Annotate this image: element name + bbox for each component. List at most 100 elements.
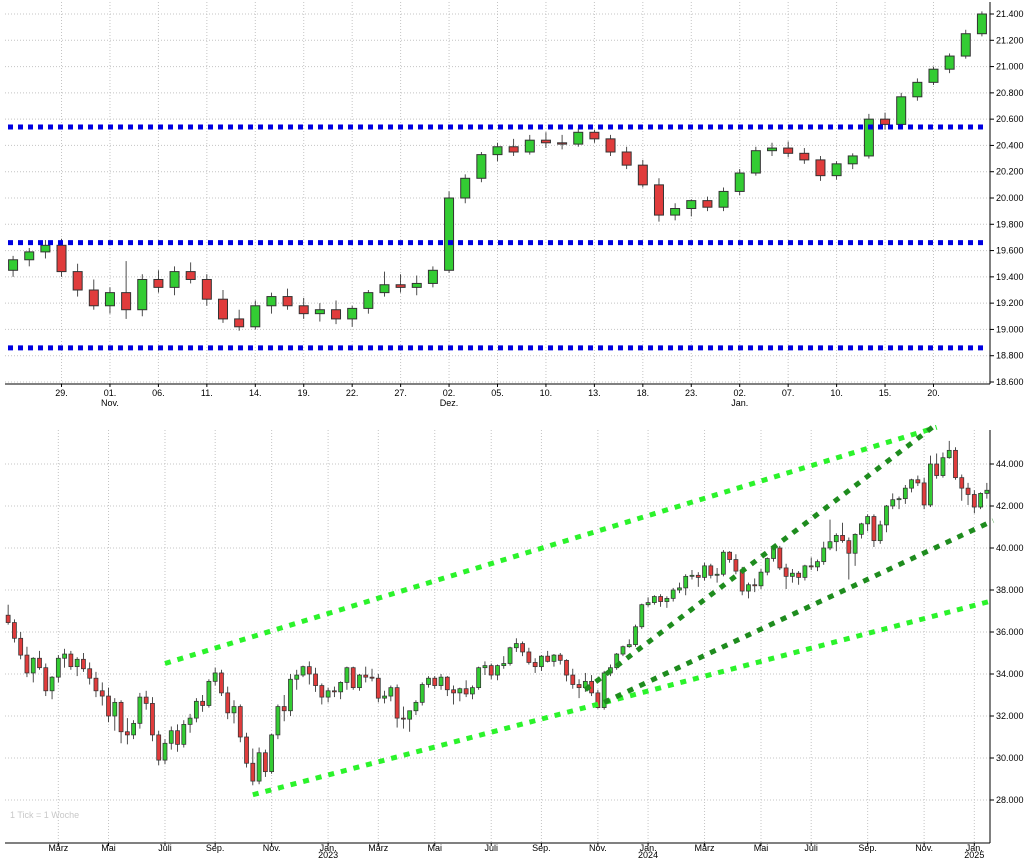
candle-up [55, 657, 61, 678]
candle-down [463, 688, 469, 695]
candle-down [702, 200, 713, 208]
y-axis-label: 19.200 [996, 298, 1024, 308]
candle-down [526, 651, 532, 663]
x-axis-label: Juli [484, 843, 498, 853]
candle-down [796, 572, 802, 578]
candle-up [626, 644, 632, 648]
candle-up [294, 674, 300, 680]
candle-down [840, 535, 845, 542]
candle-down [281, 706, 287, 712]
x-axis-label: Sep. [532, 843, 551, 853]
candle-down [332, 690, 337, 693]
x-axis-label: 07. [782, 388, 795, 398]
y-axis-label: 19.000 [996, 324, 1024, 334]
weekly-candlestick-chart: 44.000 42.000 40.000 38.000 36.000 34.000 32.0… [5, 422, 1024, 859]
candle-down [244, 736, 249, 764]
candle-up [193, 700, 199, 719]
candle-down [915, 479, 921, 484]
candle-down [965, 487, 971, 495]
x-axis-sublabel: 2024 [638, 850, 658, 859]
candle-up [827, 541, 833, 549]
candle-up [162, 742, 168, 761]
x-axis-label: März [368, 843, 388, 853]
x-axis-label: 01. [104, 388, 117, 398]
candle-down [695, 574, 701, 578]
candle-up [275, 706, 281, 736]
x-axis-label: Mai [754, 843, 769, 853]
candle-down [846, 540, 852, 554]
candle-up [821, 547, 827, 563]
candle-up [169, 271, 180, 288]
candle-down [395, 284, 406, 288]
x-axis-label: 11. [201, 388, 213, 398]
y-axis-label: 38.000 [996, 585, 1024, 595]
x-axis-label: Jan. [320, 843, 337, 853]
candle-up [427, 269, 438, 284]
candle-up [865, 516, 871, 525]
candle-up [231, 706, 237, 714]
candle-down [363, 674, 369, 678]
candle-up [620, 646, 626, 655]
candle-up [573, 131, 584, 145]
candle-down [621, 151, 632, 166]
x-axis-label: 23. [685, 388, 698, 398]
x-axis-label: 05. [491, 388, 504, 398]
x-axis-label: Mai [428, 843, 443, 853]
candle-down [24, 654, 30, 674]
candle-down [451, 689, 456, 694]
candle-down [532, 662, 538, 668]
candle-down [250, 762, 256, 782]
candle-down [350, 667, 356, 689]
candle-down [733, 559, 739, 572]
y-axis-label: 20.800 [996, 88, 1024, 98]
x-axis-label: 18. [637, 388, 650, 398]
candle-up [181, 724, 187, 745]
candle-up [426, 677, 431, 685]
x-axis-label: 02. [443, 388, 456, 398]
y-axis-label: 19.400 [996, 272, 1024, 282]
x-axis-label: Nov. [263, 843, 281, 853]
candle-down [557, 142, 568, 145]
x-axis-label: 19. [297, 388, 310, 398]
candle-up [670, 589, 676, 599]
x-axis-label: Nov. [915, 843, 933, 853]
candle-down [605, 138, 616, 153]
candle-down [394, 687, 400, 719]
candle-down [56, 244, 67, 273]
candle-up [476, 154, 487, 179]
y-axis-label: 19.800 [996, 219, 1024, 229]
candle-down [88, 289, 99, 307]
candle-up [614, 653, 620, 669]
candle-up [379, 284, 390, 294]
candle-up [670, 208, 681, 216]
candle-down [37, 657, 42, 669]
candle-up [944, 55, 955, 70]
candle-down [799, 152, 810, 161]
candle-down [234, 318, 245, 328]
candle-up [407, 710, 413, 720]
daily-candlestick-chart: 21.40021.20021.00020.80020.60020.40020.2… [5, 2, 1024, 408]
x-axis-sublabel: Nov. [101, 398, 119, 408]
candle-up [815, 561, 820, 568]
candle-up [256, 752, 262, 782]
candle-up [714, 573, 720, 576]
candle-up [686, 200, 697, 210]
candle-down [150, 703, 155, 736]
x-axis-label: Juli [158, 843, 172, 853]
candle-up [501, 663, 507, 666]
candle-up [902, 487, 908, 500]
y-axis-label: 34.000 [996, 669, 1024, 679]
candle-down [93, 677, 99, 692]
candle-up [104, 292, 115, 307]
candle-up [49, 676, 55, 692]
candle-up [884, 505, 889, 526]
candle-up [507, 647, 513, 664]
candle-up [212, 672, 218, 682]
trendline-light-green [252, 598, 994, 798]
candle-up [720, 551, 726, 575]
candle-down [262, 752, 268, 773]
candle-down [156, 734, 162, 761]
candle-down [570, 674, 576, 685]
candle-up [357, 674, 362, 689]
candle-down [808, 565, 814, 568]
